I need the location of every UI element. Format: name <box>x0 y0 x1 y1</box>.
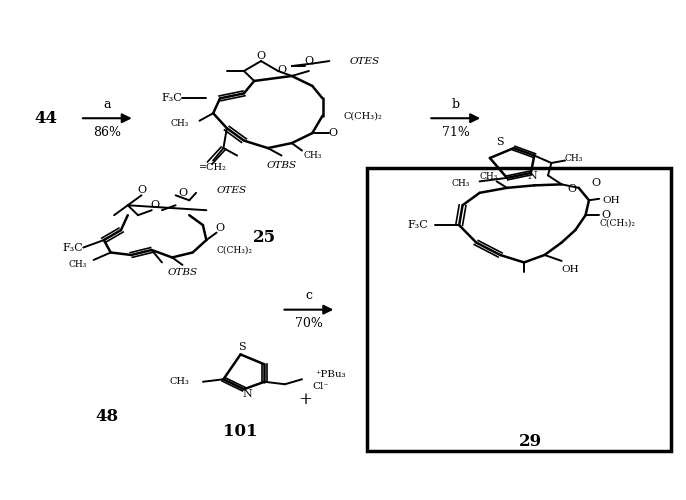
Text: S: S <box>238 342 246 352</box>
Text: CH₃: CH₃ <box>303 151 322 160</box>
Text: O: O <box>277 64 286 74</box>
Text: +: + <box>298 390 312 407</box>
Text: C(CH₃)₂: C(CH₃)₂ <box>599 218 635 227</box>
Bar <box>367 168 671 452</box>
Text: O: O <box>591 178 600 188</box>
Text: F₃C: F₃C <box>62 242 84 252</box>
Text: 70%: 70% <box>295 317 323 330</box>
Text: CH₃: CH₃ <box>171 118 189 128</box>
Text: 44: 44 <box>34 110 58 126</box>
Text: N: N <box>242 389 252 399</box>
Text: OH: OH <box>602 196 620 205</box>
Text: ⁺PBu₃: ⁺PBu₃ <box>316 370 346 379</box>
Text: c: c <box>305 289 312 302</box>
Text: a: a <box>104 98 111 111</box>
Text: F₃C: F₃C <box>162 94 182 104</box>
Text: N: N <box>528 172 537 181</box>
Text: 101: 101 <box>223 423 258 440</box>
Text: 86%: 86% <box>93 126 121 138</box>
Text: O: O <box>305 56 314 66</box>
Text: OTES: OTES <box>350 56 380 66</box>
Text: O: O <box>178 188 187 198</box>
Text: C(CH₃)₂: C(CH₃)₂ <box>217 246 252 254</box>
Text: OH: OH <box>562 266 579 274</box>
Text: 25: 25 <box>253 229 276 246</box>
Text: 71%: 71% <box>442 126 470 138</box>
Text: O: O <box>137 186 146 196</box>
Text: OTBS: OTBS <box>167 268 198 277</box>
Text: CH₃: CH₃ <box>169 378 189 386</box>
Text: S: S <box>497 136 504 146</box>
Text: CH₃: CH₃ <box>69 260 87 270</box>
Text: O: O <box>602 210 611 220</box>
Text: F₃C: F₃C <box>407 220 428 230</box>
Text: b: b <box>451 98 460 111</box>
Text: O: O <box>328 128 338 138</box>
Text: CH₃: CH₃ <box>451 180 469 188</box>
Text: O: O <box>150 200 160 210</box>
Text: CH₃: CH₃ <box>480 172 498 182</box>
Text: OTES: OTES <box>217 186 247 195</box>
Text: C(CH₃)₂: C(CH₃)₂ <box>343 112 381 120</box>
Text: O: O <box>567 184 576 194</box>
Text: 48: 48 <box>96 408 119 425</box>
Text: O: O <box>257 51 265 61</box>
Text: =CH₂: =CH₂ <box>199 164 227 172</box>
Text: Cl⁻: Cl⁻ <box>312 382 329 391</box>
Text: 29: 29 <box>519 433 543 450</box>
Text: OTBS: OTBS <box>266 161 296 170</box>
Text: CH₃: CH₃ <box>564 154 582 162</box>
Text: O: O <box>215 222 224 232</box>
